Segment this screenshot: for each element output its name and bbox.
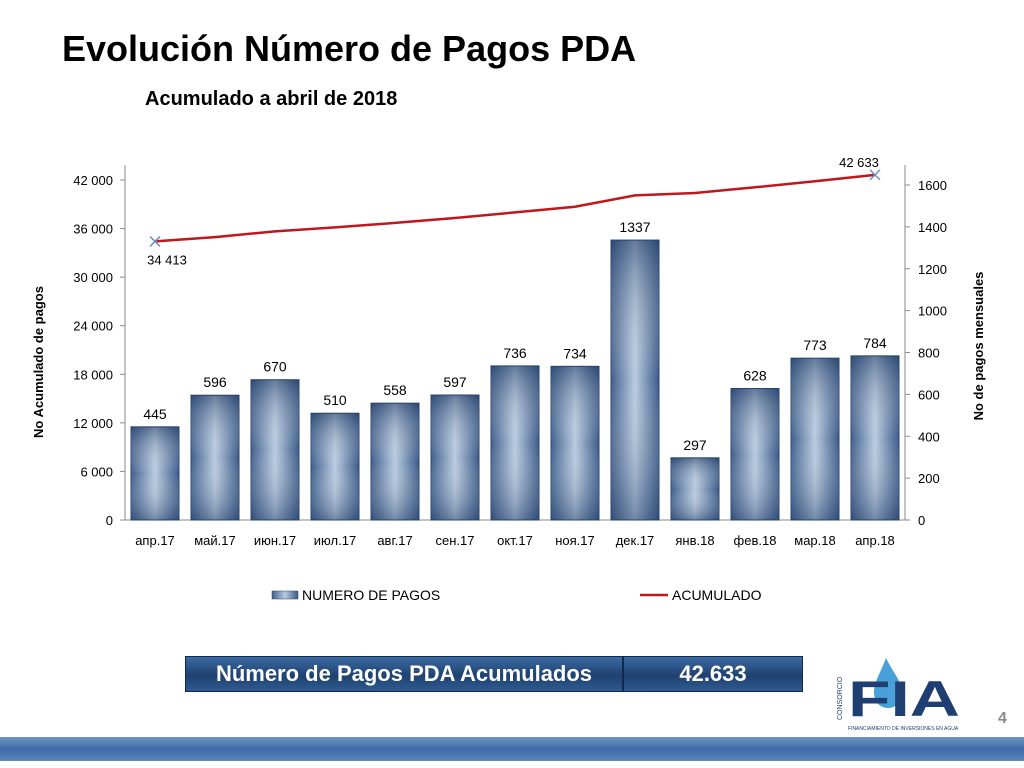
legend-label-line: ACUMULADO xyxy=(672,587,762,603)
x-tick-label: фев.18 xyxy=(734,533,777,548)
right-tick-label: 800 xyxy=(918,346,940,361)
bar-shade xyxy=(671,457,719,520)
legend-label-bar: NUMERO DE PAGOS xyxy=(302,587,440,603)
right-axis-title: No de pagos mensuales xyxy=(971,272,986,421)
summary-box: Número de Pagos PDA Acumulados 42.633 xyxy=(185,656,803,692)
bar-shade xyxy=(851,355,899,520)
page-subtitle: Acumulado a abril de 2018 xyxy=(145,88,398,110)
right-tick-label: 1200 xyxy=(918,262,947,277)
bar-data-label: 736 xyxy=(503,345,527,361)
left-tick-label: 0 xyxy=(106,513,113,528)
bar-data-label: 628 xyxy=(743,368,767,384)
x-tick-label: окт.17 xyxy=(497,533,533,548)
x-tick-label: сен.17 xyxy=(436,533,475,548)
x-tick-label: ноя.17 xyxy=(555,533,595,548)
right-tick-label: 600 xyxy=(918,387,940,402)
x-tick-label: май.17 xyxy=(194,533,236,548)
right-tick-label: 200 xyxy=(918,471,940,486)
line-data-label: 42 633 xyxy=(839,155,879,170)
line-data-label: 34 413 xyxy=(147,252,187,267)
bar-shade xyxy=(611,240,659,521)
bar-data-label: 670 xyxy=(263,359,287,375)
logo-tagline: FINANCIAMIENTO DE INVERSIONES EN AGUA xyxy=(848,726,959,732)
x-tick-label: дек.17 xyxy=(616,533,655,548)
bar-data-label: 597 xyxy=(443,374,467,390)
line-marker xyxy=(149,235,161,247)
bar-data-label: 734 xyxy=(563,345,587,361)
left-tick-label: 36 000 xyxy=(73,222,113,237)
left-tick-label: 12 000 xyxy=(73,416,113,431)
bar-shade xyxy=(131,426,179,520)
left-tick-label: 6 000 xyxy=(80,464,113,479)
bar-data-label: 784 xyxy=(863,335,887,351)
bar-shade xyxy=(251,379,299,520)
right-tick-label: 1600 xyxy=(918,178,947,193)
summary-label: Número de Pagos PDA Acumulados xyxy=(185,656,623,692)
bar-data-label: 596 xyxy=(203,374,227,390)
x-tick-label: апр.17 xyxy=(135,533,175,548)
bar-shade xyxy=(791,358,839,520)
bar-data-label: 445 xyxy=(143,406,167,422)
water-drop-icon xyxy=(874,658,902,708)
bar-data-label: 1337 xyxy=(619,219,650,235)
page-title: Evolución Número de Pagos PDA xyxy=(62,28,637,69)
summary-value: 42.633 xyxy=(623,656,803,692)
left-tick-label: 30 000 xyxy=(73,270,113,285)
bar-shade xyxy=(431,395,479,520)
bar-shade xyxy=(371,403,419,520)
bar-shade xyxy=(311,413,359,520)
x-tick-label: апр.18 xyxy=(855,533,895,548)
x-tick-label: июл.17 xyxy=(314,533,356,548)
right-tick-label: 1400 xyxy=(918,220,947,235)
bar-shade xyxy=(191,395,239,520)
x-tick-label: июн.17 xyxy=(254,533,296,548)
page-number: 4 xyxy=(998,710,1007,727)
x-tick-label: мар.18 xyxy=(794,533,835,548)
combo-chart: 0 6 000 12 000 18 000 24 000 30 000 36 000 42 0… xyxy=(31,155,986,603)
fia-logo: CONSORCIO FIA FINANCIAMIENTO DE INVERSIO… xyxy=(837,658,960,732)
x-tick-label: авг.17 xyxy=(377,533,412,548)
right-tick-label: 1000 xyxy=(918,304,947,319)
right-tick-label: 400 xyxy=(918,429,940,444)
logo-vertical-text: CONSORCIO xyxy=(837,676,844,720)
x-tick-label: янв.18 xyxy=(675,533,714,548)
bar-shade xyxy=(491,365,539,520)
bar-data-label: 773 xyxy=(803,337,827,353)
bar-data-label: 558 xyxy=(383,382,407,398)
right-tick-label: 0 xyxy=(918,513,925,528)
bar-data-label: 297 xyxy=(683,437,707,453)
bar-data-label: 510 xyxy=(323,392,347,408)
bar-shade xyxy=(551,366,599,520)
legend-swatch-bar xyxy=(271,590,299,600)
logo-letters: FIA xyxy=(848,671,960,727)
left-tick-label: 18 000 xyxy=(73,367,113,382)
line-marker xyxy=(869,169,881,181)
line-series xyxy=(154,173,876,243)
bar-shade xyxy=(731,388,779,520)
left-tick-label: 24 000 xyxy=(73,319,113,334)
left-tick-label: 42 000 xyxy=(73,173,113,188)
left-axis-title: No Acumulado de pagos xyxy=(31,286,46,438)
footer-bar xyxy=(0,737,1024,761)
